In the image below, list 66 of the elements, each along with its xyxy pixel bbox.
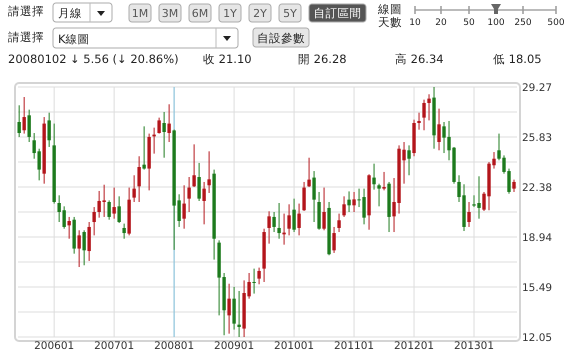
candlestick bbox=[287, 204, 291, 236]
candlestick bbox=[297, 203, 301, 236]
candlestick bbox=[337, 213, 341, 233]
x-tick-label: 200901 bbox=[214, 340, 254, 352]
candlestick bbox=[252, 268, 256, 294]
y-tick-label: 29.27 bbox=[522, 82, 552, 94]
y-tick-label: 18.94 bbox=[522, 232, 552, 244]
y-tick-label: 15.49 bbox=[522, 282, 552, 294]
candlestick bbox=[67, 216, 71, 240]
candlestick bbox=[207, 150, 211, 194]
candlestick bbox=[197, 162, 201, 202]
candlestick bbox=[22, 96, 26, 134]
candlestick bbox=[227, 283, 231, 334]
candlestick bbox=[132, 174, 136, 202]
candlestick bbox=[167, 104, 171, 143]
candlestick bbox=[47, 112, 51, 148]
y-tick-label: 12.05 bbox=[522, 332, 552, 344]
candlestick bbox=[112, 187, 116, 220]
candlestick bbox=[322, 187, 326, 231]
candlestick bbox=[117, 196, 121, 224]
candlestick bbox=[82, 230, 86, 266]
candlestick bbox=[312, 170, 316, 223]
candlestick bbox=[282, 213, 286, 246]
candlestick bbox=[272, 212, 276, 233]
candlestick bbox=[77, 230, 81, 268]
candlestick bbox=[277, 202, 281, 240]
x-tick-label: 201301 bbox=[454, 340, 494, 352]
candlestick bbox=[307, 157, 311, 188]
y-tick-label: 22.38 bbox=[522, 182, 552, 194]
candlestick bbox=[122, 223, 126, 240]
candlestick bbox=[292, 198, 296, 233]
candlestick bbox=[162, 111, 166, 158]
candlestick bbox=[342, 196, 346, 218]
candlestick bbox=[347, 190, 351, 212]
candlestick bbox=[402, 142, 406, 184]
candlestick bbox=[427, 94, 431, 121]
x-tick-label: 201201 bbox=[394, 340, 434, 352]
candlestick bbox=[302, 181, 306, 212]
candlestick bbox=[17, 104, 21, 138]
x-tick-label: 200801 bbox=[154, 340, 194, 352]
candlestick bbox=[137, 156, 141, 202]
candlestick bbox=[237, 290, 241, 338]
candlestick bbox=[187, 176, 191, 212]
candlestick bbox=[92, 206, 96, 236]
candlestick bbox=[477, 176, 481, 220]
candlestick bbox=[372, 163, 376, 190]
y-tick-label: 25.83 bbox=[522, 132, 552, 144]
candlestick bbox=[182, 184, 186, 230]
candlestick bbox=[502, 154, 506, 174]
candlestick bbox=[157, 117, 161, 134]
candlestick bbox=[492, 152, 496, 170]
candlestick bbox=[267, 210, 271, 244]
x-tick-label: 201001 bbox=[274, 340, 314, 352]
candlestick bbox=[257, 267, 261, 285]
candlestick bbox=[352, 191, 356, 212]
candlestick bbox=[192, 144, 196, 188]
controls: 請選擇 月線 1M 3M 6M 1Y 2Y 5Y 自訂區間 線圖 天數 10 20 50 100 250 500 請選擇 K線圖 自設參數 20080102 ↓ 5.56 (↓ 20.86%) 收 21.10 開 26.28 高 26.34 低 18.05 bbox=[8, 2, 565, 66]
candlestick bbox=[332, 226, 336, 254]
candlestick bbox=[142, 126, 146, 170]
x-tick-label: 200601 bbox=[34, 340, 74, 352]
candlestick bbox=[27, 109, 31, 143]
candlestick bbox=[107, 200, 111, 220]
x-tick-label: 201101 bbox=[334, 340, 374, 352]
candlestick bbox=[152, 127, 156, 154]
candlestick bbox=[202, 181, 206, 225]
x-tick-label: 200701 bbox=[94, 340, 134, 352]
